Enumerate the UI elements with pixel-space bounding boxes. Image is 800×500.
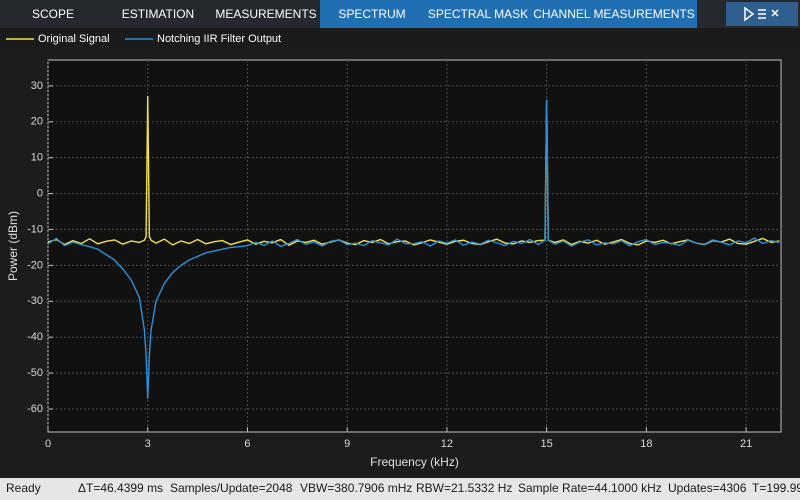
status-item: T=199.99 — [752, 481, 800, 495]
x-tick-label: 6 — [244, 438, 250, 450]
y-tick-label: -30 — [27, 295, 43, 307]
y-tick-label: 10 — [31, 152, 43, 164]
y-tick-label: 0 — [37, 187, 43, 199]
legend-label[interactable]: Notching IIR Filter Output — [157, 33, 281, 45]
y-tick-label: -50 — [27, 367, 43, 379]
tabs: SCOPE ESTIMATION MEASUREMENTS SPECTRUM SPECT… — [32, 7, 695, 21]
status-item: Sample Rate=44.1000 kHz — [518, 481, 662, 495]
status-items: ΔT=46.4399 ms Samples/Update=2048 VBW=380.… — [78, 481, 800, 495]
y-tick-label: 20 — [31, 116, 43, 128]
status-item: Samples/Update=2048 — [170, 481, 293, 495]
tab[interactable]: CHANNEL MEASUREMENTS — [533, 7, 695, 21]
toolbar-icons — [744, 6, 779, 22]
x-tick-label: 18 — [640, 438, 652, 450]
series-line — [47, 99, 780, 399]
y-tick-label: 30 — [31, 80, 43, 92]
y-tick-label: -10 — [27, 223, 43, 235]
tab[interactable]: MEASUREMENTS — [215, 7, 316, 21]
y-axis-label: Power (dBm) — [6, 211, 20, 281]
status-item: VBW=380.7906 mHz — [300, 481, 412, 495]
plot-area — [47, 59, 782, 433]
tab[interactable]: SPECTRUM — [338, 7, 405, 21]
x-axis-label: Frequency (kHz) — [370, 455, 459, 469]
status-item: ΔT=46.4399 ms — [78, 481, 163, 495]
x-tick-label: 3 — [145, 438, 151, 450]
x-tick-label: 12 — [441, 438, 453, 450]
x-tick-label: 9 — [344, 438, 350, 450]
tab[interactable]: SPECTRAL MASK — [428, 7, 528, 21]
x-tick-label: 21 — [740, 438, 752, 450]
y-tick-label: -60 — [27, 403, 43, 415]
plot: 30 20 10 0 -10 -20 -30 -40 -50 -60 0 3 6 9 12 15 18 21 Fre… — [6, 59, 782, 469]
y-tick-label: -40 — [27, 331, 43, 343]
tab[interactable]: SCOPE — [32, 7, 74, 21]
status-item: RBW=21.5332 Hz — [416, 481, 512, 495]
x-tick-label: 0 — [45, 438, 51, 450]
status-item: Updates=4306 — [668, 481, 747, 495]
tab[interactable]: ESTIMATION — [122, 7, 194, 21]
legend-label[interactable]: Original Signal — [38, 33, 110, 45]
legend-bar — [0, 28, 800, 50]
x-tick-label: 15 — [541, 438, 553, 450]
y-tick-label: -20 — [27, 259, 43, 271]
active-tab-group — [320, 0, 697, 28]
status-state: Ready — [6, 481, 41, 495]
status-bar — [0, 478, 800, 500]
